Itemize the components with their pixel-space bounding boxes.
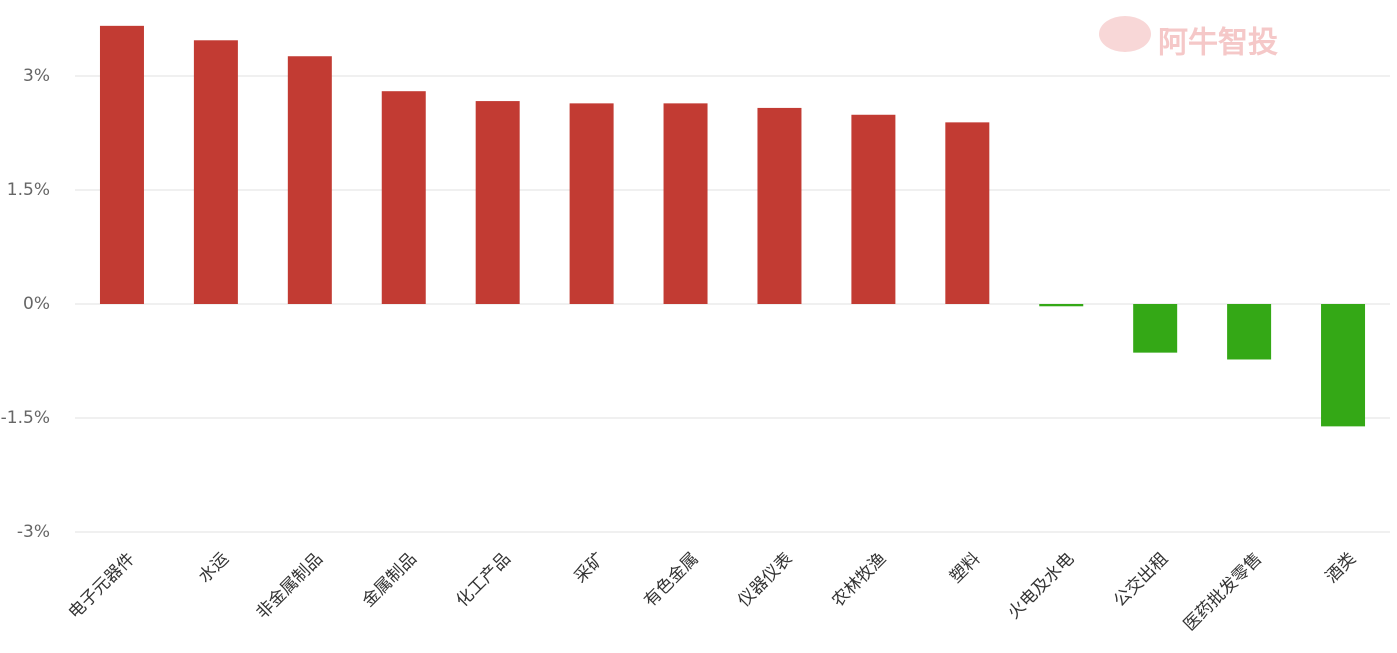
- x-tick-label: 非金属制品: [253, 549, 327, 623]
- bar: [663, 103, 708, 304]
- bar: [193, 40, 238, 304]
- y-tick-label: 0%: [23, 294, 50, 314]
- bar: [1227, 304, 1272, 360]
- x-tick-label: 农林牧渔: [828, 549, 890, 611]
- bar: [475, 101, 520, 304]
- x-tick-label: 酒类: [1322, 549, 1360, 587]
- x-tick-label: 金属制品: [359, 549, 421, 611]
- x-tick-label: 公交出租: [1110, 549, 1172, 611]
- bar: [757, 107, 802, 304]
- x-tick-label: 有色金属: [640, 549, 702, 611]
- bar: [851, 114, 896, 304]
- x-tick-label: 电子元器件: [65, 549, 139, 623]
- bar: [1039, 304, 1084, 307]
- bar: [381, 91, 426, 304]
- y-tick-label: 3%: [23, 66, 50, 86]
- bar: [99, 25, 144, 305]
- x-tick-label: 化工产品: [453, 549, 515, 611]
- y-tick-label: -3%: [17, 522, 50, 542]
- bar: [287, 56, 332, 304]
- bar: [1321, 304, 1366, 427]
- x-tick-label: 采矿: [570, 549, 608, 587]
- bar: [945, 122, 990, 304]
- x-tick-label: 火电及水电: [1004, 549, 1078, 623]
- y-tick-label: 1.5%: [7, 180, 50, 200]
- x-tick-label: 医药批发零售: [1180, 549, 1266, 635]
- x-tick-label: 水运: [195, 549, 233, 587]
- bar: [569, 103, 614, 304]
- bar: [1133, 304, 1178, 353]
- watermark-logo: 阿牛智投: [1099, 16, 1278, 61]
- watermark: 阿牛智投: [1158, 26, 1278, 61]
- y-tick-label: -1.5%: [1, 408, 50, 428]
- x-tick-label: 塑料: [946, 549, 984, 587]
- x-tick-label: 仪器仪表: [734, 549, 796, 611]
